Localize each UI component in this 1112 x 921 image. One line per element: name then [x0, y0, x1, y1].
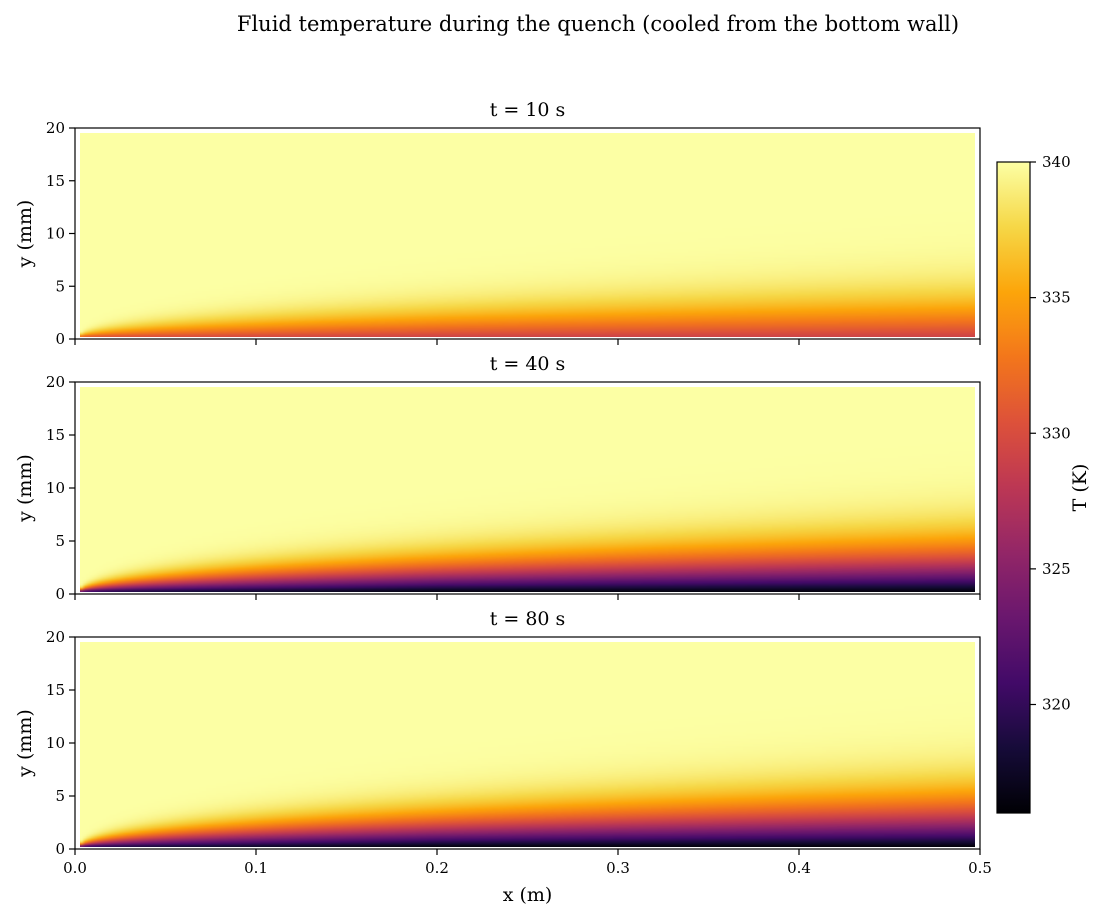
y-tick-label: 0 — [55, 330, 65, 348]
y-tick-label: 10 — [46, 225, 65, 243]
y-ticks: 0 5 10 15 20 — [46, 119, 75, 348]
colorbar-label: T (K) — [1069, 464, 1091, 512]
heatmap-image — [80, 133, 975, 337]
x-ticks — [74, 594, 981, 600]
y-tick-label: 10 — [46, 479, 65, 497]
y-tick-label: 0 — [55, 840, 65, 858]
y-tick-label: 15 — [46, 426, 65, 444]
y-axis-label: y (mm) — [14, 454, 36, 523]
panel-title: t = 10 s — [490, 99, 566, 121]
y-tick-label: 20 — [46, 373, 65, 391]
panel-t10: t = 10 s y (mm) 0 5 10 15 20 — [14, 99, 981, 348]
colorbar: 340 335 330 325 320 T (K) — [996, 153, 1091, 814]
y-axis-label: y (mm) — [14, 709, 36, 778]
figure-title: Fluid temperature during the quench (coo… — [237, 12, 959, 36]
x-tick-label: 0.3 — [606, 859, 630, 877]
y-tick-label: 5 — [55, 787, 65, 805]
y-tick-label: 20 — [46, 119, 65, 137]
colorbar-fill — [997, 162, 1030, 813]
y-ticks: 0 5 10 15 20 — [46, 373, 75, 603]
y-tick-label: 15 — [46, 172, 65, 190]
colorbar-tick-label: 320 — [1042, 696, 1071, 714]
x-axis-label: x (m) — [503, 884, 553, 906]
y-tick-label: 0 — [55, 585, 65, 603]
x-tick-label: 0.1 — [244, 859, 268, 877]
panel-title: t = 80 s — [490, 608, 566, 630]
x-tick-label: 0.4 — [787, 859, 811, 877]
x-tick-label: 0.2 — [425, 859, 449, 877]
y-tick-label: 15 — [46, 681, 65, 699]
x-tick-label: 0.0 — [63, 859, 87, 877]
colorbar-tick-label: 325 — [1042, 560, 1071, 578]
colorbar-tick-label: 335 — [1042, 289, 1071, 307]
x-ticks — [74, 339, 981, 345]
heatmap-image — [80, 387, 975, 592]
colorbar-tick-label: 340 — [1042, 153, 1071, 171]
colorbar-tick-label: 330 — [1042, 424, 1071, 442]
x-ticks: 0.0 0.1 0.2 0.3 0.4 0.5 — [63, 849, 992, 877]
heatmap-image — [80, 642, 975, 847]
colorbar-frame — [996, 161, 1031, 814]
y-tick-label: 20 — [46, 628, 65, 646]
y-ticks: 0 5 10 15 20 — [46, 628, 75, 858]
y-tick-label: 5 — [55, 532, 65, 550]
panel-t80: t = 80 s y (mm) 0 5 10 15 20 0.0 0.1 0.2 0.3 0.4… — [14, 608, 992, 877]
y-tick-label: 10 — [46, 734, 65, 752]
y-tick-label: 5 — [55, 277, 65, 295]
panel-title: t = 40 s — [490, 353, 566, 375]
panel-t40: t = 40 s y (mm) 0 5 10 15 20 — [14, 353, 981, 603]
y-axis-label: y (mm) — [14, 200, 36, 269]
colorbar-ticks: 340 335 330 325 320 — [1030, 153, 1071, 714]
x-tick-label: 0.5 — [968, 859, 992, 877]
